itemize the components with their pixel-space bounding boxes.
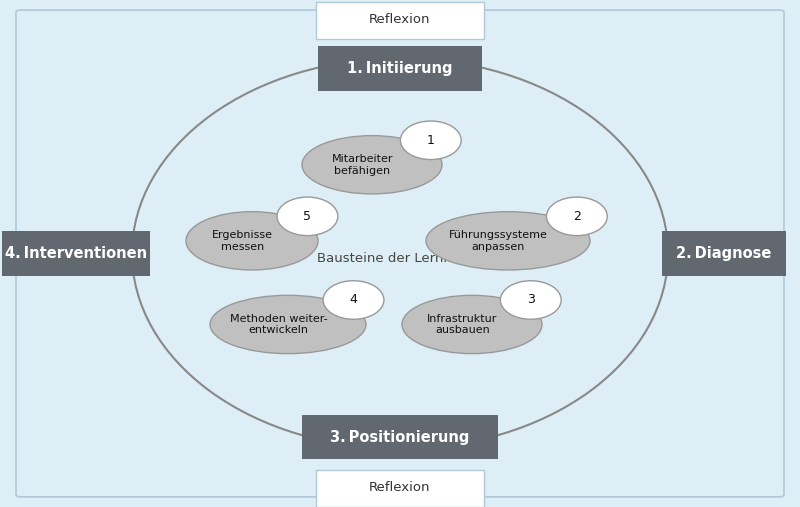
Text: 3: 3 [527,294,534,307]
Text: Infrastruktur
ausbauen: Infrastruktur ausbauen [427,314,498,335]
Ellipse shape [210,295,366,354]
FancyBboxPatch shape [316,470,484,507]
Text: 1: 1 [427,134,434,147]
Text: 4. Interventionen: 4. Interventionen [5,246,147,261]
Circle shape [277,197,338,236]
Text: Ergebnisse
messen: Ergebnisse messen [212,230,273,251]
Ellipse shape [302,135,442,194]
FancyBboxPatch shape [662,231,786,276]
Circle shape [400,121,461,160]
FancyBboxPatch shape [16,10,784,497]
Ellipse shape [426,212,590,270]
Circle shape [501,281,561,319]
FancyBboxPatch shape [318,46,482,91]
Text: 1. Initiierung: 1. Initiierung [347,61,453,76]
Text: Reflexion: Reflexion [370,13,430,26]
FancyBboxPatch shape [2,231,150,276]
Circle shape [546,197,607,236]
Text: 2. Diagnose: 2. Diagnose [676,246,772,261]
Text: Bausteine der Lernkultur: Bausteine der Lernkultur [318,252,482,265]
Ellipse shape [186,212,318,270]
Text: 2: 2 [573,210,581,223]
Circle shape [323,281,384,319]
Ellipse shape [402,295,542,354]
Text: 4: 4 [350,294,358,307]
Text: Mitarbeiter
befähigen: Mitarbeiter befähigen [332,154,393,175]
Text: 3. Positionierung: 3. Positionierung [330,429,470,445]
Text: 5: 5 [303,210,311,223]
Text: Reflexion: Reflexion [370,481,430,494]
FancyBboxPatch shape [302,415,498,459]
Text: Methoden weiter-
entwickeln: Methoden weiter- entwickeln [230,314,327,335]
Text: Führungssysteme
anpassen: Führungssysteme anpassen [449,230,548,251]
FancyBboxPatch shape [316,2,484,39]
